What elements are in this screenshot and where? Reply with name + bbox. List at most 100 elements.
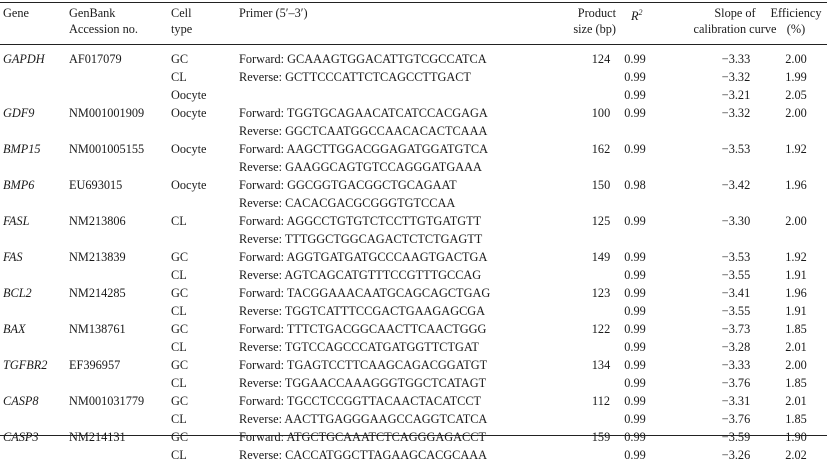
primer-cell: Forward: GCAAAGTGGACATTGTCGCCATCA	[239, 52, 487, 66]
product-size-cell: 149	[591, 250, 611, 264]
gene-cell: FASL	[3, 214, 30, 228]
efficiency-cell: 1.99	[785, 70, 807, 84]
cell-type-cell: GC	[171, 322, 189, 336]
cell-type-cell: CL	[171, 70, 187, 84]
header-efficiency-line1: Efficiency	[770, 6, 822, 20]
product-size-cell: 162	[591, 142, 611, 156]
slope-cell: −3.31	[721, 394, 751, 408]
primer-cell: Forward: TGAGTCCTTCAAGCAGACGGATGT	[239, 358, 488, 372]
primer-cell: Reverse: AGTCAGCATGTTTCCGTTTGCCAG	[239, 268, 482, 282]
efficiency-cell: 2.05	[785, 88, 807, 102]
header-genbank-line1: GenBank	[69, 6, 116, 20]
header-size-line1: Product	[577, 6, 616, 20]
r2-cell: 0.99	[624, 304, 646, 318]
primer-cell: Reverse: TGGAACCAAAGGGTGGCTCATAGT	[239, 376, 487, 390]
slope-cell: −3.21	[721, 88, 751, 102]
accession-cell: EU693015	[69, 178, 123, 192]
cell-type-cell: Oocyte	[171, 178, 207, 192]
header-slope-line2: calibration curve	[693, 22, 777, 36]
slope-cell: −3.28	[721, 340, 751, 354]
primer-cell: Forward: AAGCTTGGACGGAGATGGATGTCA	[239, 142, 488, 156]
gene-cell: BAX	[3, 322, 26, 336]
efficiency-cell: 1.92	[785, 250, 807, 264]
primer-cell: Forward: AGGTGATGATGCCCAAGTGACTGA	[239, 250, 488, 264]
efficiency-cell: 1.85	[785, 412, 807, 426]
efficiency-cell: 1.91	[785, 304, 807, 318]
gene-cell: FAS	[3, 250, 23, 264]
cell-type-cell: Oocyte	[171, 88, 207, 102]
header-efficiency: Efficiency (%)	[766, 5, 826, 37]
table-row: CL Reverse: AACTTGAGGGAAGCCAGGTCATCA 0.99 −…	[0, 410, 827, 428]
table-row: Reverse: CACACGACGCGGGTGTCCAA	[0, 194, 827, 212]
primer-cell: Forward: TGCCTCCGGTTACAACTACATCCT	[239, 394, 482, 408]
product-size-cell: 150	[591, 178, 611, 192]
slope-cell: −3.59	[721, 430, 751, 444]
efficiency-cell: 2.01	[785, 394, 807, 408]
efficiency-cell: 1.91	[785, 268, 807, 282]
slope-cell: −3.30	[721, 214, 751, 228]
primer-cell: Reverse: AACTTGAGGGAAGCCAGGTCATCA	[239, 412, 488, 426]
accession-cell: AF017079	[69, 52, 122, 66]
table-body: GAPDH AF017079 GC Forward: GCAAAGTGGACATTGT…	[0, 50, 827, 464]
gene-cell: TGFBR2	[3, 358, 48, 372]
table-row: CL Reverse: TGGTCATTTCCGACTGAAGAGCGA 0.99 −…	[0, 302, 827, 320]
accession-cell: NM001005155	[69, 142, 145, 156]
table-top-rule	[0, 2, 827, 3]
product-size-cell: 134	[591, 358, 611, 372]
slope-cell: −3.76	[721, 412, 751, 426]
r2-cell: 0.99	[624, 394, 646, 408]
r2-cell: 0.98	[624, 178, 646, 192]
cell-type-cell: GC	[171, 430, 189, 444]
gene-cell: GAPDH	[3, 52, 45, 66]
primer-cell: Forward: TGGTGCAGAACATCATCCACGAGA	[239, 106, 488, 120]
gene-cell: GDF9	[3, 106, 35, 120]
gene-cell: BCL2	[3, 286, 32, 300]
product-size-cell: 124	[591, 52, 611, 66]
primer-cell: Forward: AGGCCTGTGTCTCCTTGTGATGTT	[239, 214, 482, 228]
gene-cell: CASP8	[3, 394, 39, 408]
table-row: BMP6 EU693015 Oocyte Forward: GGCGGTGACGGCT…	[0, 176, 827, 194]
table-row: CL Reverse: CACCATGGCTTAGAAGCACGCAAA 0.99 −…	[0, 446, 827, 464]
table-row: BMP15 NM001005155 Oocyte Forward: AAGCTTGGA…	[0, 140, 827, 158]
product-size-cell: 112	[592, 394, 610, 408]
r2-cell: 0.99	[624, 358, 646, 372]
header-bottom-rule	[0, 44, 827, 45]
header-product-size: Product size (bp)	[560, 5, 616, 37]
slope-cell: −3.33	[721, 358, 751, 372]
primer-cell: Reverse: GAAGGCAGTGTCCAGGGATGAAA	[239, 160, 482, 174]
accession-cell: NM138761	[69, 322, 126, 336]
primer-cell: Reverse: TTTGGCTGGCAGACTCTCTGAGTT	[239, 232, 483, 246]
table-row: FAS NM213839 GC Forward: AGGTGATGATGCCCAAGT…	[0, 248, 827, 266]
efficiency-cell: 1.92	[785, 142, 807, 156]
primer-cell: Reverse: GGCTCAATGGCCAACACACTCAAA	[239, 124, 488, 138]
efficiency-cell: 1.96	[785, 286, 807, 300]
primer-cell: Reverse: CACACGACGCGGGTGTCCAA	[239, 196, 456, 210]
header-genbank-line2: Accession no.	[69, 22, 138, 36]
header-efficiency-line2: (%)	[786, 22, 806, 36]
header-r2: R2	[631, 5, 643, 24]
efficiency-cell: 2.00	[785, 358, 807, 372]
slope-cell: −3.32	[721, 106, 751, 120]
cell-type-cell: CL	[171, 304, 187, 318]
slope-cell: −3.32	[721, 70, 751, 84]
gene-cell: BMP6	[3, 178, 35, 192]
cell-type-cell: CL	[171, 340, 187, 354]
primer-cell: Forward: ATGCTGCAAATCTCAGGGAGACCT	[239, 430, 486, 444]
table-row: CASP3 NM214131 GC Forward: ATGCTGCAAATCTCAG…	[0, 428, 827, 446]
r2-cell: 0.99	[624, 412, 646, 426]
cell-type-cell: GC	[171, 358, 189, 372]
header-genbank: GenBank Accession no.	[69, 5, 138, 37]
table-row: CL Reverse: AGTCAGCATGTTTCCGTTTGCCAG 0.99 −…	[0, 266, 827, 284]
r2-cell: 0.99	[624, 322, 646, 336]
header-r2-label: R2	[631, 8, 643, 24]
product-size-cell: 100	[591, 106, 611, 120]
header-r2-superscript: 2	[638, 8, 643, 17]
r2-cell: 0.99	[624, 70, 646, 84]
header-celltype: Cell type	[171, 5, 192, 37]
r2-cell: 0.99	[624, 88, 646, 102]
slope-cell: −3.33	[721, 52, 751, 66]
slope-cell: −3.42	[721, 178, 751, 192]
product-size-cell: 125	[591, 214, 611, 228]
table-row: CASP8 NM001031779 GC Forward: TGCCTCCGGTTAC…	[0, 392, 827, 410]
primer-cell: Forward: GGCGGTGACGGCTGCAGAAT	[239, 178, 457, 192]
